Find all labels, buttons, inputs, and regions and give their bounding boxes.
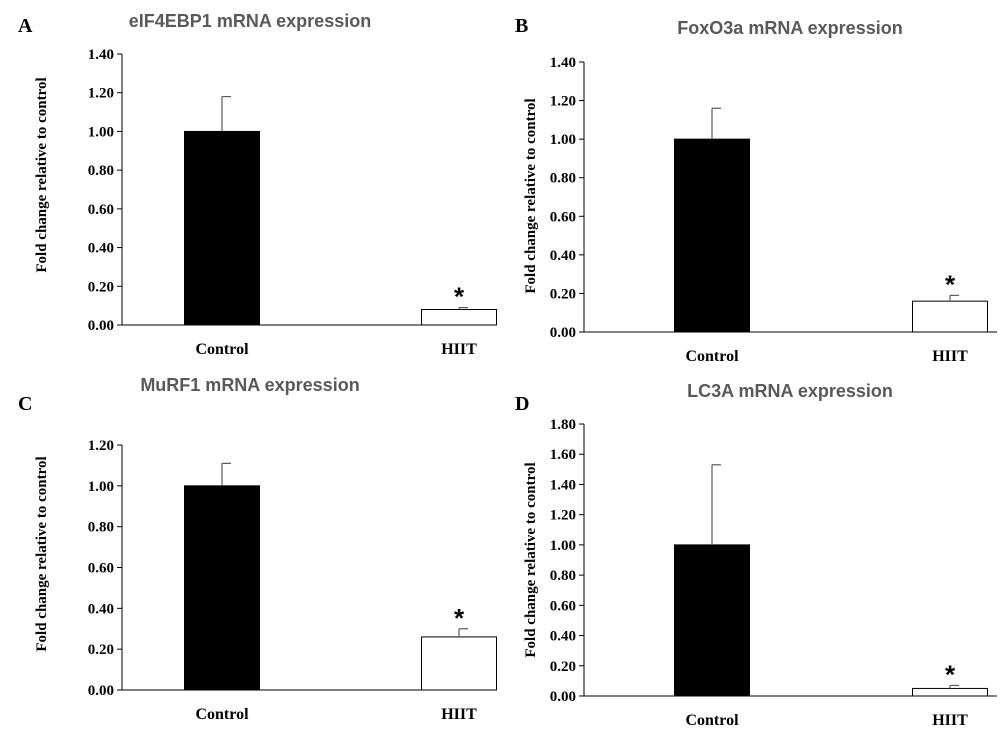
y-tick-label: 1.80 <box>550 417 576 433</box>
bar-hiit <box>421 636 497 691</box>
significance-marker: * <box>454 603 465 633</box>
x-category-label: Control <box>195 706 249 723</box>
y-tick-label: 1.40 <box>88 47 114 63</box>
chart-title: FoxO3a mRNA expression <box>677 18 902 38</box>
plot-area: 0.00 0.20 0.40 0.60 0.80 1.00 1.20 1.40 1.60 1.80… <box>550 417 997 729</box>
y-tick-label: 1.40 <box>550 477 576 493</box>
x-category-label: HIIT <box>441 706 477 723</box>
y-axis-label: Fold change relative to control <box>34 456 50 651</box>
y-tick-label: 1.20 <box>88 438 114 454</box>
y-tick-label: 0.80 <box>88 163 114 179</box>
y-axis-label: Fold change relative to control <box>523 98 539 293</box>
plot-area: 0.00 0.20 0.40 0.60 0.80 1.00 1.20 1.40 Control *… <box>88 47 497 358</box>
x-category-label: Control <box>685 348 739 365</box>
y-tick-label: 1.00 <box>88 479 114 495</box>
y-tick-label: 0.00 <box>88 318 114 334</box>
panel-letter: C <box>18 393 32 415</box>
chart-panel-c: C MuRF1 mRNA expression Fold change rela… <box>18 375 497 723</box>
significance-marker: * <box>945 269 956 299</box>
panel-letter: B <box>515 15 528 37</box>
bar-control <box>674 138 750 333</box>
x-category-label: Control <box>195 341 249 358</box>
y-tick-label: 0.40 <box>88 601 114 617</box>
significance-marker: * <box>945 659 956 689</box>
y-tick-label: 0.80 <box>550 171 576 187</box>
bar-control <box>674 544 750 697</box>
y-axis-label: Fold change relative to control <box>34 77 50 272</box>
y-axis-label: Fold change relative to control <box>523 462 539 657</box>
y-tick-label: 1.00 <box>550 132 576 148</box>
x-category-label: HIIT <box>932 712 968 729</box>
y-tick-label: 0.40 <box>88 241 114 257</box>
y-tick-label: 0.20 <box>88 279 114 295</box>
y-tick-label: 0.40 <box>550 248 576 264</box>
chart-title: eIF4EBP1 mRNA expression <box>129 11 371 31</box>
y-tick-label: 0.60 <box>88 202 114 218</box>
chart-title: LC3A mRNA expression <box>687 381 893 401</box>
panel-letter: D <box>515 393 529 415</box>
y-tick-label: 1.00 <box>550 538 576 554</box>
bar-control <box>184 130 260 326</box>
y-tick-label: 0.00 <box>550 325 576 341</box>
y-tick-label: 0.00 <box>88 683 114 699</box>
chart-panel-d: D LC3A mRNA expression Fold change relat… <box>515 381 997 729</box>
bar-hiit <box>912 687 988 697</box>
y-tick-label: 0.20 <box>550 286 576 302</box>
bar-hiit <box>912 300 988 333</box>
y-tick-label: 0.40 <box>550 629 576 645</box>
y-tick-label: 0.20 <box>550 659 576 675</box>
bar-control <box>184 485 260 691</box>
bar-hiit <box>421 309 497 326</box>
y-tick-label: 1.60 <box>550 447 576 463</box>
y-tick-label: 1.00 <box>88 124 114 140</box>
y-tick-label: 0.20 <box>88 642 114 658</box>
x-category-label: HIIT <box>932 348 968 365</box>
y-tick-label: 1.20 <box>88 86 114 102</box>
y-tick-label: 0.60 <box>550 209 576 225</box>
plot-area: 0.00 0.20 0.40 0.60 0.80 1.00 1.20 1.40 Control *… <box>550 55 997 365</box>
y-tick-label: 0.80 <box>550 568 576 584</box>
plot-area: 0.00 0.20 0.40 0.60 0.80 1.00 1.20 Control * HIIT <box>88 438 497 723</box>
significance-marker: * <box>454 282 465 312</box>
x-category-label: HIIT <box>441 341 477 358</box>
y-tick-label: 1.40 <box>550 55 576 71</box>
y-tick-label: 0.60 <box>88 561 114 577</box>
y-tick-label: 0.60 <box>550 598 576 614</box>
chart-title: MuRF1 mRNA expression <box>140 375 359 395</box>
y-tick-label: 1.20 <box>550 94 576 110</box>
y-tick-label: 0.80 <box>88 520 114 536</box>
x-category-label: Control <box>685 712 739 729</box>
y-tick-label: 1.20 <box>550 508 576 524</box>
chart-panel-b: B FoxO3a mRNA expression Fold change rel… <box>515 15 997 365</box>
panel-letter: A <box>18 15 33 37</box>
y-tick-label: 0.00 <box>550 689 576 705</box>
chart-panel-a: A eIF4EBP1 mRNA expression Fold change r… <box>18 11 497 358</box>
